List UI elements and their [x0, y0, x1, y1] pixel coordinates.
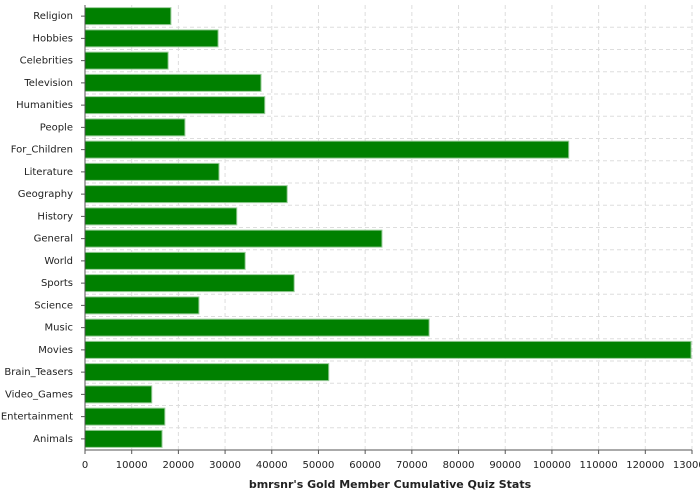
x-tick-label: 100000	[533, 460, 571, 471]
bar	[84, 51, 169, 70]
bar	[84, 229, 383, 248]
chart-title: bmrsnr's Gold Member Cumulative Quiz Sta…	[249, 478, 532, 491]
y-tick-label: For_Children	[11, 145, 73, 156]
bar	[84, 162, 220, 181]
y-tick-label: Literature	[24, 167, 73, 178]
x-tick-label: 10000	[116, 460, 148, 471]
y-tick-label: Celebrities	[20, 56, 73, 67]
y-tick-label: Video_Games	[5, 389, 73, 400]
y-tick-label: Music	[45, 323, 73, 334]
y-tick-label: Entertainment	[1, 412, 73, 423]
bar	[84, 29, 219, 48]
bar	[84, 318, 430, 337]
bar	[84, 118, 186, 137]
x-tick-label: 130000	[673, 460, 700, 471]
x-tick-label: 0	[82, 460, 88, 471]
y-tick-label: Science	[34, 300, 73, 311]
bar	[84, 7, 172, 26]
x-tick-label: 20000	[162, 460, 194, 471]
y-tick-label: Sports	[41, 278, 73, 289]
x-tick-label: 40000	[256, 460, 288, 471]
y-tick-label: Hobbies	[33, 33, 73, 44]
bar	[84, 207, 238, 226]
y-tick-label: Brain_Teasers	[4, 367, 73, 378]
bar	[84, 407, 166, 426]
y-tick-label: History	[37, 211, 73, 222]
y-tick-label: People	[40, 122, 73, 133]
bar	[84, 363, 330, 382]
bar	[84, 140, 570, 159]
y-tick-label: Movies	[38, 345, 73, 356]
y-tick-label: World	[44, 256, 73, 267]
y-tick-label: Religion	[33, 11, 73, 22]
bar	[84, 185, 288, 204]
y-tick-label: Television	[23, 78, 73, 89]
x-tick-label: 70000	[396, 460, 428, 471]
x-tick-label: 50000	[303, 460, 335, 471]
x-tick-label: 120000	[626, 460, 664, 471]
x-tick-label: 60000	[349, 460, 381, 471]
y-tick-label: Geography	[18, 189, 73, 200]
bar	[84, 385, 153, 404]
bar	[84, 429, 163, 448]
bar	[84, 73, 262, 92]
x-tick-label: 30000	[209, 460, 241, 471]
bar	[84, 340, 692, 359]
x-tick-label: 110000	[580, 460, 618, 471]
x-tick-label: 80000	[443, 460, 475, 471]
bar	[84, 274, 295, 293]
y-tick-label: Animals	[33, 434, 73, 445]
bar	[84, 96, 266, 115]
y-tick-label: Humanities	[16, 100, 73, 111]
bar	[84, 251, 246, 270]
x-tick-label: 90000	[489, 460, 521, 471]
y-tick-label: General	[34, 234, 73, 245]
bar	[84, 296, 200, 315]
